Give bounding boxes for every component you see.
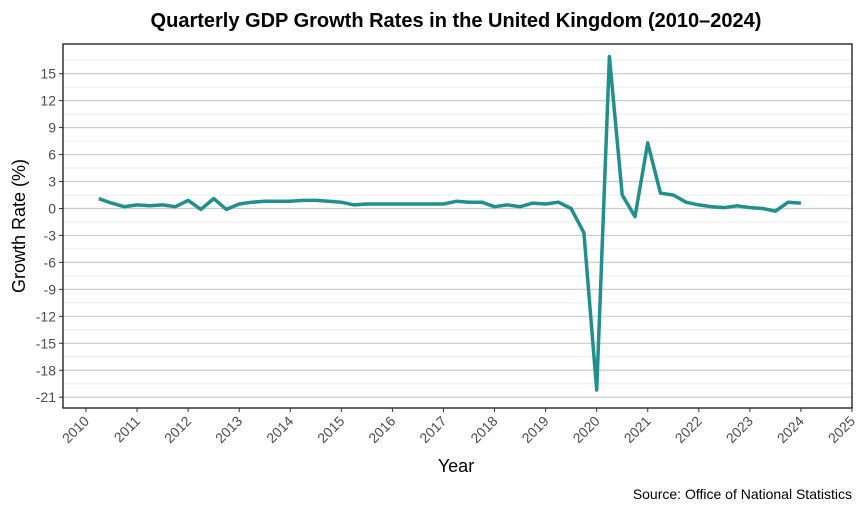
x-tick-label: 2013 — [212, 413, 245, 446]
x-tick-label: 2015 — [314, 413, 347, 446]
y-axis-ticks: 15 12 9 6 3 0 -3 -6 -9 -12 -15 -18 -21 — [36, 66, 63, 405]
y-tick-label: 12 — [40, 93, 56, 109]
grid-lines — [63, 59, 852, 398]
y-tick-label: 6 — [48, 147, 56, 163]
x-tick-label: 2021 — [621, 413, 654, 446]
y-tick-label: 3 — [48, 174, 56, 190]
x-tick-label: 2011 — [111, 413, 144, 446]
y-tick-label: 15 — [40, 66, 56, 82]
plot-frame — [62, 43, 853, 409]
x-tick-label: 2017 — [416, 413, 449, 446]
series-line-gdp-growth — [98, 54, 802, 392]
x-axis-ticks: 2010 2011 2012 2013 2014 2015 2016 2017 2018 2019… — [59, 408, 858, 446]
y-axis-label: Growth Rate (%) — [9, 159, 29, 293]
x-tick-label: 2025 — [825, 413, 858, 446]
y-tick-label: -12 — [36, 308, 56, 324]
x-tick-label: 2010 — [59, 413, 92, 446]
y-tick-label: 9 — [48, 120, 56, 136]
y-tick-label: -21 — [36, 389, 56, 405]
x-tick-label: 2016 — [365, 413, 398, 446]
x-tick-label: 2023 — [723, 413, 756, 446]
y-tick-label: -9 — [44, 281, 57, 297]
x-axis-label: Year — [438, 456, 474, 476]
chart-title: Quarterly GDP Growth Rates in the United… — [151, 10, 762, 32]
y-tick-label: -6 — [44, 254, 57, 270]
y-tick-label: 0 — [48, 200, 56, 216]
y-tick-label: -18 — [36, 362, 56, 378]
x-tick-label: 2020 — [569, 413, 602, 446]
source-caption: Source: Office of National Statistics — [633, 486, 852, 502]
y-tick-label: -3 — [44, 227, 57, 243]
y-tick-label: -15 — [36, 335, 56, 351]
x-tick-label: 2024 — [774, 413, 807, 446]
x-tick-label: 2019 — [518, 413, 551, 446]
x-tick-label: 2014 — [263, 413, 296, 446]
x-tick-label: 2018 — [467, 413, 500, 446]
x-tick-label: 2012 — [161, 413, 194, 446]
x-tick-label: 2022 — [672, 413, 705, 446]
